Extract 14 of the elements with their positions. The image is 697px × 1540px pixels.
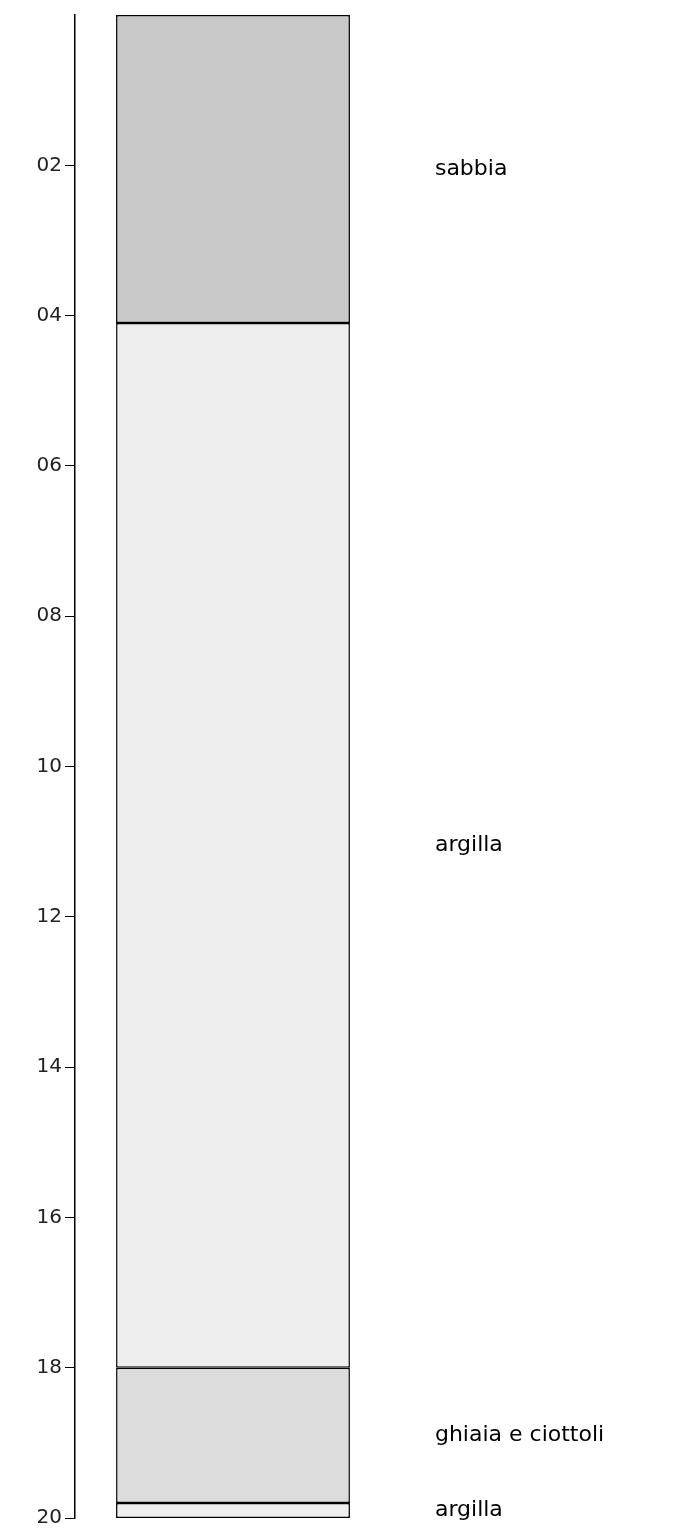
y-tick-label: 16 <box>36 1203 62 1228</box>
y-tick-label: 12 <box>36 903 62 927</box>
text: ghiaia e ciottoli <box>434 1421 605 1447</box>
text: argilla <box>434 1496 503 1522</box>
y-tick-label: 02 <box>36 151 62 176</box>
y-tick-label: 08 <box>36 602 62 627</box>
y-tick-label: 18 <box>36 1353 62 1378</box>
y-tick-label: 20 <box>36 1504 62 1529</box>
y-tick-label: 14 <box>36 1053 62 1078</box>
y-tick-label: 10 <box>36 752 62 777</box>
y-tick-label: 06 <box>36 452 62 477</box>
text: argilla <box>434 831 503 857</box>
text: sabbia <box>434 154 508 180</box>
y-tick-label: 04 <box>36 301 62 326</box>
